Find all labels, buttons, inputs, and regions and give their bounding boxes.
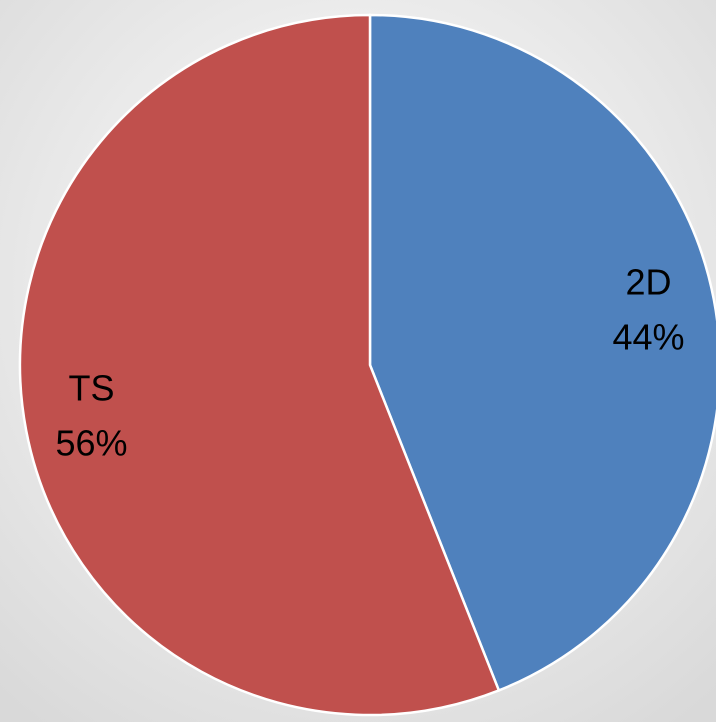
pie-slice xyxy=(18,13,501,717)
slice-label: TS xyxy=(69,368,115,409)
pie-slice xyxy=(368,13,716,693)
slice-value-label: 56% xyxy=(55,423,127,464)
slice-label: 2D xyxy=(625,261,671,302)
slice-value-label: 44% xyxy=(612,316,684,357)
